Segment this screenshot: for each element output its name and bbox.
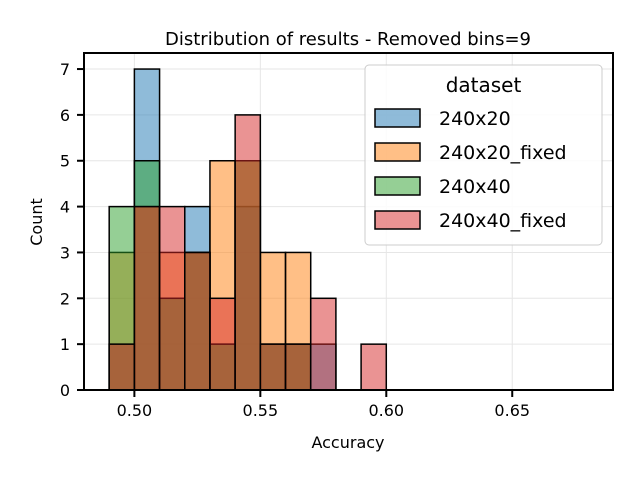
bar-240x40_fixed-bin-8	[309, 297, 337, 391]
y-tick-label-3: 3	[60, 243, 70, 262]
axes	[83, 52, 614, 391]
legend-title: dataset	[446, 73, 522, 97]
legend-swatch-240x40	[374, 176, 421, 196]
legend-swatch-240x40_fixed	[374, 210, 421, 230]
bar-240x40_fixed-bin-0	[108, 343, 136, 391]
y-axis-label: Count	[27, 198, 46, 246]
bar-240x40_fixed-bin-7	[284, 343, 312, 391]
legend-label-240x20: 240x20	[439, 108, 511, 130]
bars	[108, 68, 388, 391]
y-tick-label-5: 5	[60, 152, 70, 171]
legend: dataset 240x20 240x20_fixed 240x40 240x40_fi…	[364, 64, 603, 246]
bar-240x40_fixed-bin-10	[360, 343, 388, 391]
chart-title: Distribution of results - Removed bins=9	[165, 29, 531, 50]
bar-240x40_fixed-bin-3	[184, 251, 211, 391]
y-tick-label-6: 6	[60, 106, 70, 125]
bar-240x40_fixed-bin-4	[209, 297, 236, 391]
legend-label-240x40_fixed: 240x40_fixed	[439, 210, 567, 232]
ticks: 0.50 0.55 0.60 0.65 0 1 2 3 4 5 6 7	[60, 60, 530, 420]
y-tick-label-1: 1	[60, 335, 70, 354]
series-240x40_fixed	[108, 114, 388, 391]
y-tick-label-4: 4	[60, 198, 70, 217]
x-tick-label-2: 0.60	[368, 401, 404, 420]
bar-240x40_fixed-bin-6	[259, 343, 287, 391]
bar-240x40_fixed-bin-5	[234, 114, 262, 391]
y-tick-label-0: 0	[60, 381, 70, 400]
legend-box	[364, 64, 603, 246]
x-tick-label-1: 0.55	[243, 401, 279, 420]
x-tick-label-3: 0.65	[494, 401, 530, 420]
legend-swatch-240x20	[374, 108, 421, 128]
x-tick-label-0: 0.50	[117, 401, 153, 420]
y-tick-label-7: 7	[60, 60, 70, 79]
legend-label-240x40: 240x40	[439, 176, 511, 198]
bar-240x40_fixed-bin-1	[133, 205, 161, 391]
y-tick-label-2: 2	[60, 289, 70, 308]
bar-240x40_fixed-bin-2	[158, 205, 186, 391]
x-axis-label: Accuracy	[311, 433, 384, 452]
legend-label-240x20_fixed: 240x20_fixed	[439, 142, 567, 164]
legend-swatch-240x20_fixed	[374, 142, 421, 162]
plot-frame	[83, 52, 614, 391]
